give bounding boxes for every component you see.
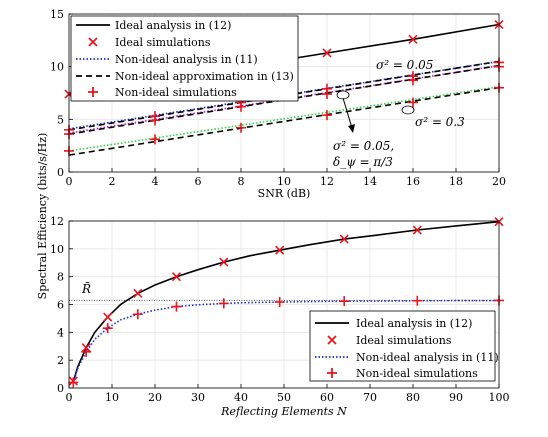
x-tick-label: 2 [109, 175, 116, 188]
annotation-delta: δ_ψ = π/3 [333, 155, 393, 169]
series-marker-1 [275, 245, 285, 255]
y-axis-label: Spectral Efficiency (bits/s/Hz) [36, 133, 49, 300]
chart-bottom: 0 10 20 30 40 50 60 70 80 90 100 0 2 4 6 8 10 12 Reflecti… [50, 215, 510, 418]
series-marker-1 [171, 272, 182, 282]
x-tick-label: 70 [363, 391, 377, 404]
top-ticks: 0 2 4 6 8 10 12 14 16 18 20 0 5 10 15 [50, 8, 506, 188]
legend-swatch-nonideal-sim [88, 87, 98, 97]
legend2-label-ideal-sim: Ideal simulations [356, 334, 452, 347]
x-tick-label: 30 [191, 391, 205, 404]
series-marker-1 [412, 225, 422, 235]
x-tick-label: 20 [148, 391, 162, 404]
series-marker-7 [236, 101, 246, 112]
x-tick-label: 6 [195, 175, 202, 188]
series-marker-10 [236, 122, 246, 133]
series-line-3 [68, 60, 500, 131]
x-tick-label: 4 [152, 175, 159, 188]
x-tick-label: 40 [234, 391, 248, 404]
x-tick-label: 8 [238, 175, 245, 188]
legend2-label-ideal-analysis: Ideal analysis in (12) [356, 317, 472, 330]
annotation-arrow-line [342, 97, 353, 129]
x-tick-label: 0 [66, 175, 73, 188]
legend-swatch-ideal-sim [88, 37, 98, 47]
annotation-ellipse-high [336, 90, 350, 100]
y-tick-label: 10 [50, 61, 64, 74]
y-tick-label: 6 [57, 299, 64, 312]
chart-top: 0 2 4 6 8 10 12 14 16 18 20 0 5 10 15 SNR (dB) σ² = 0.… [50, 8, 506, 200]
series-marker-7 [150, 115, 160, 126]
series-marker-1 [133, 288, 143, 298]
series-marker-10 [150, 134, 160, 145]
series-line-6 [68, 64, 500, 135]
series-marker-3 [412, 295, 423, 306]
annotation-sigma-005: σ² = 0.05 [376, 58, 433, 72]
series-marker-3 [218, 298, 229, 309]
x-tick-label: 0 [66, 391, 73, 404]
series-marker-1 [339, 234, 349, 244]
legend2-label-nonideal-analysis: Non-ideal analysis in (11) [356, 351, 499, 364]
bottom-ticks: 0 10 20 30 40 50 60 70 80 90 100 0 2 4 6 8 10 12 [50, 215, 510, 404]
series-marker-3 [81, 346, 92, 357]
top-x-axis-label: SNR (dB) [258, 187, 311, 200]
r-bar-label: R̄ [81, 281, 91, 296]
y-tick-label: 5 [57, 113, 64, 126]
legend2-label-nonideal-sim: Non-ideal simulations [356, 367, 478, 380]
x-tick-label: 50 [277, 391, 291, 404]
y-tick-label: 4 [57, 326, 64, 339]
y-tick-label: 8 [57, 271, 64, 284]
x-tick-label: 10 [105, 391, 119, 404]
x-tick-label: 90 [449, 391, 463, 404]
x-tick-label: 20 [492, 175, 506, 188]
x-tick-label: 100 [489, 391, 510, 404]
annotation-ellipse-low [401, 105, 415, 115]
series-line-2 [72, 299, 500, 383]
series-line-8 [68, 85, 500, 152]
legend2-swatch-nonideal-sim [327, 368, 337, 378]
top-legend: Ideal analysis in (12) Ideal simulations… [70, 15, 299, 102]
series-marker-1 [219, 257, 229, 267]
annotation-arrow-head [348, 124, 355, 133]
y-tick-label: 15 [50, 8, 64, 21]
y-tick-label: 0 [57, 382, 64, 395]
y-tick-label: 0 [57, 166, 64, 179]
legend-label-ideal-sim: Ideal simulations [115, 36, 211, 49]
legend-label-nonideal-sim: Non-ideal simulations [115, 86, 237, 99]
series-marker-10 [322, 110, 332, 121]
series-marker-3 [171, 301, 182, 312]
legend-label-ideal-analysis: Ideal analysis in (12) [115, 19, 231, 32]
x-tick-label: 16 [406, 175, 420, 188]
series-marker-3 [339, 296, 350, 307]
series-marker-7 [322, 89, 332, 100]
series-marker-7 [408, 75, 418, 86]
x-tick-label: 60 [320, 391, 334, 404]
series-line-9 [68, 86, 500, 156]
legend-label-nonideal-approx: Non-ideal approximation in (13) [115, 70, 294, 83]
annotation-sigma-03: σ² = 0.3 [415, 115, 465, 129]
bottom-series [68, 217, 504, 388]
x-tick-label: 14 [363, 175, 377, 188]
series-marker-3 [132, 309, 143, 320]
x-tick-label: 10 [277, 175, 291, 188]
y-tick-label: 12 [50, 215, 64, 228]
legend2-swatch-ideal-sim [327, 335, 337, 345]
annotation-sigma-005-delta: σ² = 0.05, [333, 139, 394, 153]
y-tick-label: 2 [57, 354, 64, 367]
x-tick-label: 80 [406, 391, 420, 404]
series-marker-10 [408, 97, 418, 108]
series-line-0 [72, 220, 500, 382]
x-tick-label: 18 [449, 175, 463, 188]
x-tick-label: 12 [320, 175, 334, 188]
bottom-legend: Ideal analysis in (12) Ideal simulations… [309, 310, 499, 382]
series-marker-1 [103, 312, 113, 322]
y-tick-label: 10 [50, 243, 64, 256]
legend-label-nonideal-analysis: Non-ideal analysis in (11) [115, 53, 258, 66]
series-marker-3 [274, 296, 285, 307]
series-marker-3 [102, 323, 113, 334]
series-marker-3 [68, 377, 79, 388]
bottom-x-axis-label: Reflecting Elements N [220, 405, 347, 418]
series-marker-1 [322, 48, 332, 58]
series-marker-1 [408, 34, 418, 44]
